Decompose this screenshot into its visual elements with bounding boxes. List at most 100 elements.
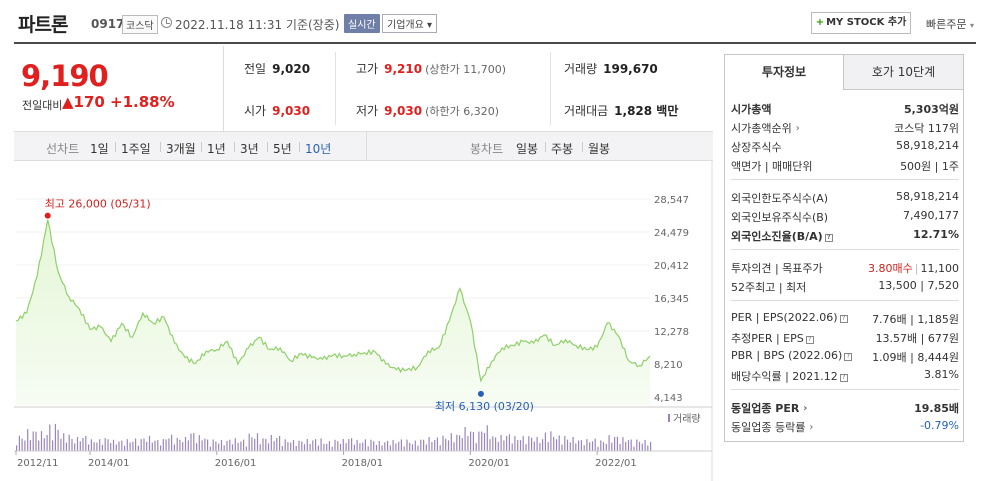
info-label: 상장주식수 (731, 141, 782, 154)
volume-bar (107, 439, 109, 451)
volume-bar (387, 440, 389, 451)
volume-bar (580, 440, 582, 451)
divider (335, 52, 336, 125)
volume-bar (569, 442, 571, 451)
volume-bar (483, 433, 486, 451)
volume-bar (298, 440, 300, 451)
info-value: 7,490,177 (903, 209, 959, 222)
volume-bar (49, 424, 51, 451)
candle-item[interactable]: 주봉 (551, 142, 574, 156)
period-item[interactable]: 10년 (305, 142, 332, 156)
volume-bar (68, 434, 70, 451)
volume-bar (220, 439, 223, 451)
price-chart-svg: 28,547 24,479 20,412 16,345 12,278 8,210 4,143… (14, 161, 713, 481)
chevron-right-icon[interactable]: › (809, 422, 814, 433)
info-row: 추정PER | EPS? 13.57배 | 677원 (731, 328, 959, 346)
volume-bar (409, 442, 411, 451)
tab-investment-info[interactable]: 투자정보 (725, 55, 844, 90)
volume-bar (157, 440, 159, 451)
volume-bar (381, 445, 383, 451)
info-row: 액면가 | 매매단위 500원 | 1주 (731, 156, 959, 174)
volume-bar (218, 443, 220, 451)
volume-bar (226, 441, 228, 451)
volume-bar (52, 440, 54, 451)
quote-value: 1,828 백만 (614, 104, 679, 118)
candle-item[interactable]: 일봉 (516, 142, 539, 156)
help-icon[interactable]: ? (839, 374, 848, 382)
y-tick-label: 24,479 (654, 228, 689, 239)
info-row: 외국인소진율(B/A)? 12.71% (731, 226, 959, 244)
quote-amount: 거래대금 1,828 백만 (564, 102, 678, 119)
period-item[interactable]: 1년 (207, 142, 226, 156)
volume-bar (137, 445, 139, 451)
tab-orderbook[interactable]: 호가 10단계 (844, 55, 963, 90)
volume-bar (184, 437, 187, 451)
line-chart-label: 선차트 (46, 142, 80, 156)
volume-bar (96, 442, 98, 451)
quote-value: 9,030 (384, 104, 423, 118)
help-icon[interactable]: ? (839, 315, 848, 323)
info-value: 3.81% (924, 368, 959, 381)
info-value: 5,303억원 (903, 103, 959, 116)
period-item[interactable]: 3개월 (166, 142, 196, 156)
volume-bar (536, 437, 538, 451)
current-price: 9,190 (21, 59, 109, 93)
separator (115, 142, 116, 152)
volume-bar (295, 446, 297, 451)
volume-bar (231, 444, 234, 451)
chevron-right-icon[interactable]: › (803, 403, 808, 414)
quote-label: 전일 (244, 62, 267, 76)
volume-bar (586, 439, 588, 451)
period-item[interactable]: 3년 (240, 142, 259, 156)
chevron-right-icon[interactable]: › (795, 123, 800, 134)
add-mystock-button[interactable]: + MY STOCK 추가 (811, 12, 911, 34)
candle-item[interactable]: 월봉 (588, 142, 611, 156)
separator (160, 142, 161, 152)
divider (731, 389, 959, 390)
volume-bar (176, 437, 178, 451)
volume-bar (542, 439, 544, 451)
volume-bar (173, 444, 175, 451)
help-icon[interactable]: ? (824, 234, 833, 242)
y-tick-label: 16,345 (654, 294, 689, 305)
volume-bar (284, 439, 286, 451)
current-price-box: 9,190 전일대비 ▲170 +1.88% (14, 46, 224, 131)
volume-bar (320, 438, 322, 451)
quote-high: 고가 9,210 (상한가 11,700) (356, 60, 506, 77)
volume-bar (279, 436, 281, 451)
period-item[interactable]: 1주일 (121, 142, 151, 156)
volume-bar (121, 440, 123, 451)
chevron-down-icon: ▾ (427, 20, 433, 31)
volume-bar (132, 441, 134, 451)
separator (299, 142, 300, 152)
info-row: PER | EPS(2022.06)? 7.76배 | 1,185원 (731, 309, 959, 327)
volume-bar (265, 438, 267, 451)
volume-bar (18, 435, 20, 451)
volume-bar (500, 435, 502, 451)
help-icon[interactable]: ? (805, 336, 814, 344)
volume-bar (182, 442, 184, 451)
market-badge: 코스닥 (122, 15, 158, 34)
info-value: 58,918,214 (896, 190, 959, 203)
help-icon[interactable]: ? (844, 353, 853, 361)
volume-bar (517, 440, 519, 451)
info-label: PBR | BPS (2022.06)? (731, 349, 853, 362)
period-item[interactable]: 5년 (273, 142, 292, 156)
separator (267, 142, 268, 152)
volume-bar (423, 439, 425, 451)
volume-bar (342, 439, 344, 451)
volume-bar (495, 437, 497, 451)
volume-bar (362, 442, 364, 451)
company-info-dropdown[interactable]: 기업개요 ▾ (382, 14, 438, 33)
volume-bar (638, 441, 641, 451)
chevron-down-icon: ▾ (969, 21, 974, 30)
volume-bar (400, 439, 402, 451)
period-item[interactable]: 1일 (90, 142, 109, 156)
volume-bar (254, 438, 256, 451)
volume-bar (193, 433, 195, 451)
volume-bar (434, 440, 436, 451)
quick-order-menu[interactable]: 빠른주문 ▾ (926, 16, 974, 32)
volume-bar (475, 443, 477, 451)
volume-bar (525, 444, 527, 451)
realtime-badge[interactable]: 실시간 (344, 14, 380, 33)
